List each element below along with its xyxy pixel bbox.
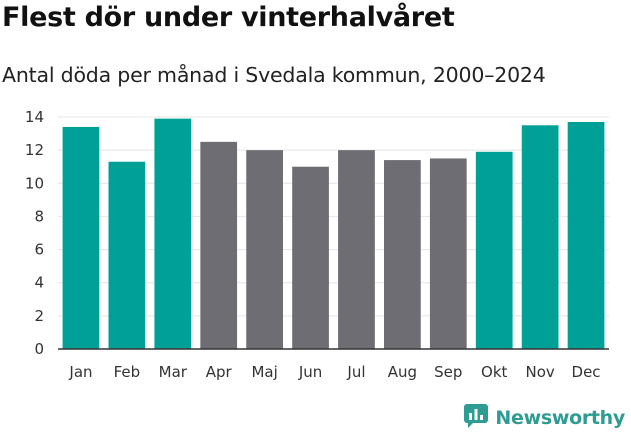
x-tick-label: Aug	[388, 363, 417, 381]
bar-okt	[475, 151, 513, 349]
bar-aug	[384, 160, 421, 349]
x-tick-label: Sep	[434, 363, 462, 381]
bar-jun	[292, 166, 329, 349]
x-tick-label: Mar	[159, 363, 188, 381]
chart-subtitle: Antal döda per månad i Svedala kommun, 2…	[2, 63, 546, 87]
x-tick-label: Jun	[298, 363, 322, 381]
bar-jan	[62, 126, 100, 349]
x-tick-label: Jan	[68, 363, 92, 381]
x-tick-label: Dec	[572, 363, 601, 381]
x-tick-label: Maj	[251, 363, 277, 381]
bar-mar	[154, 118, 192, 350]
x-tick-label: Feb	[114, 363, 141, 381]
bar-dec	[567, 121, 605, 349]
bar-feb	[108, 161, 146, 349]
y-tick-label: 14	[25, 108, 44, 126]
brand-logo: Newsworthy	[463, 403, 625, 433]
bar-jul	[338, 150, 375, 349]
page-title: Flest dör under vinterhalvåret	[2, 2, 455, 33]
y-tick-label: 10	[25, 174, 44, 192]
y-tick-label: 8	[34, 207, 44, 225]
y-tick-label: 4	[34, 274, 44, 292]
bar-apr	[200, 141, 238, 349]
bar-maj	[246, 150, 283, 349]
y-tick-label: 6	[34, 241, 44, 259]
y-tick-label: 0	[34, 340, 44, 358]
bar-nov	[521, 125, 559, 350]
y-tick-label: 12	[25, 141, 44, 159]
y-tick-label: 2	[34, 307, 44, 325]
newsworthy-logo-icon	[463, 403, 489, 433]
x-tick-label: Okt	[481, 363, 507, 381]
x-tick-label: Jul	[346, 363, 365, 381]
x-tick-label: Apr	[206, 363, 233, 381]
brand-name: Newsworthy	[495, 407, 625, 429]
x-tick-label: Nov	[525, 363, 554, 381]
bar-sep	[429, 158, 467, 349]
